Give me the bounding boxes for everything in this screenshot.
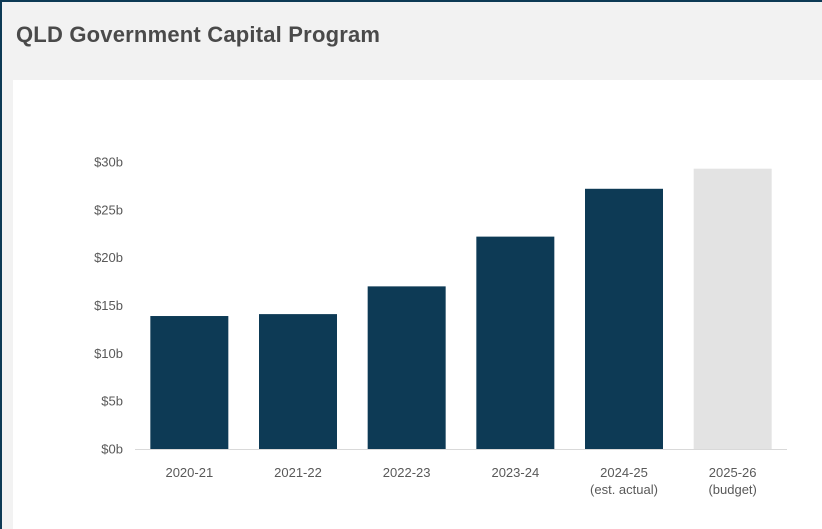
x-tick-label: 2022-23 — [383, 465, 431, 480]
y-tick-label: $10b — [94, 346, 123, 361]
y-axis: $0b $5b $10b $15b $20b $25b $30b — [94, 155, 123, 457]
y-tick-label: $25b — [94, 202, 123, 217]
title-bar: QLD Government Capital Program — [2, 2, 822, 80]
x-tick-label: 2024-25 — [600, 465, 648, 480]
x-tick-label: (est. actual) — [590, 482, 658, 497]
x-tick-label: (budget) — [708, 482, 756, 497]
bars — [150, 168, 772, 450]
bar-2020-21 — [150, 316, 229, 449]
y-tick-label: $5b — [101, 394, 123, 409]
bar-2021-22 — [259, 314, 337, 449]
left-border-strip — [2, 80, 13, 529]
x-tick-label: 2023-24 — [491, 465, 539, 480]
x-tick-label: 2021-22 — [274, 465, 322, 480]
x-tick-label: 2025-26 — [709, 465, 757, 480]
x-axis: 2020-21 2021-22 2022-23 2023-24 2024-25 (est.… — [135, 449, 787, 497]
y-tick-label: $0b — [101, 442, 123, 457]
bar-2024-25 — [585, 188, 663, 449]
y-tick-label: $15b — [94, 298, 123, 313]
x-tick-label: 2020-21 — [165, 465, 213, 480]
bar-2025-26 — [693, 168, 772, 450]
page-title: QLD Government Capital Program — [16, 22, 381, 47]
bar-2023-24 — [476, 236, 555, 449]
y-tick-label: $20b — [94, 250, 123, 265]
y-tick-label: $30b — [94, 155, 123, 170]
bar-2022-23 — [367, 286, 446, 449]
